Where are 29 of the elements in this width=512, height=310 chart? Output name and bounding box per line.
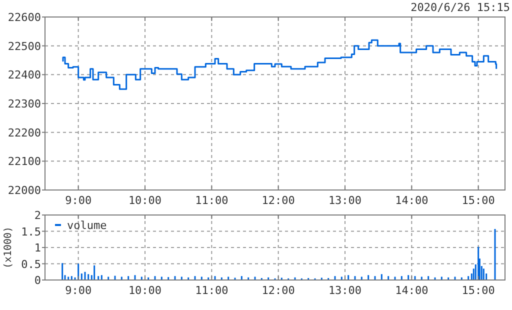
x-tick-label: 13:00 (328, 284, 362, 297)
y-tick-label: 0 (34, 274, 41, 287)
x-tick-label: 13:00 (328, 194, 362, 207)
y-tick-label: 1 (34, 242, 41, 254)
y-tick-label: 22600 (8, 11, 41, 24)
y-tick-label: 2 (34, 209, 41, 222)
y-tick-label: 1.5 (21, 225, 41, 238)
x-tick-label: 14:00 (395, 194, 428, 207)
y-tick-label: 22400 (8, 68, 41, 82)
y-tick-label: 22200 (8, 126, 41, 140)
x-tick-label: 15:00 (462, 284, 495, 297)
x-tick-label: 11:00 (195, 194, 228, 207)
x-tick-label: 9:00 (65, 194, 92, 207)
x-tick-label: 15:00 (462, 194, 495, 207)
x-tick-label: 12:00 (262, 284, 295, 297)
y-tick-label: 22100 (8, 155, 41, 168)
x-tick-label: 14:00 (395, 284, 428, 297)
x-tick-label: 11:00 (195, 284, 228, 297)
y-tick-label: 22500 (8, 40, 41, 53)
y-tick-label: 22300 (8, 98, 41, 110)
y-axis-title: (x1000) (3, 226, 14, 269)
y-tick-label: 22000 (8, 184, 41, 197)
x-tick-label: 10:00 (128, 284, 162, 297)
x-tick-label: 12:00 (262, 194, 295, 207)
y-tick-label: 0.5 (21, 258, 41, 271)
chart-subtitle: 2020/6/26 15:15 (410, 1, 510, 14)
x-tick-label: 9:00 (65, 284, 92, 297)
x-tick-label: 10:00 (128, 194, 162, 207)
legend-label: volume (67, 219, 107, 232)
